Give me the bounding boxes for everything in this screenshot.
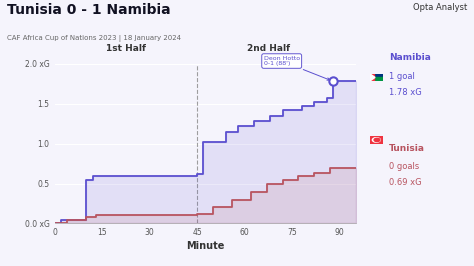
- Text: Namibia: Namibia: [389, 53, 430, 62]
- Text: CAF Africa Cup of Nations 2023 | 18 January 2024: CAF Africa Cup of Nations 2023 | 18 Janu…: [7, 35, 181, 41]
- Text: 0 goals: 0 goals: [389, 162, 419, 171]
- Text: 1.78 xG: 1.78 xG: [389, 88, 421, 97]
- X-axis label: Minute: Minute: [186, 242, 224, 251]
- Polygon shape: [370, 74, 374, 81]
- Text: Tunisia: Tunisia: [389, 144, 425, 153]
- Text: 2nd Half: 2nd Half: [247, 44, 290, 53]
- Circle shape: [374, 138, 380, 142]
- Polygon shape: [370, 74, 375, 81]
- Text: 0.69 xG: 0.69 xG: [389, 178, 421, 187]
- Bar: [370, 74, 383, 77]
- Text: 1st Half: 1st Half: [106, 44, 146, 53]
- Text: Opta Analyst: Opta Analyst: [413, 3, 467, 12]
- Bar: [370, 77, 383, 81]
- Text: Tunisia 0 - 1 Namibia: Tunisia 0 - 1 Namibia: [7, 3, 171, 17]
- Text: Deon Hotto
0-1 (88'): Deon Hotto 0-1 (88'): [264, 56, 330, 80]
- Circle shape: [373, 138, 380, 142]
- Text: 1 goal: 1 goal: [389, 72, 415, 81]
